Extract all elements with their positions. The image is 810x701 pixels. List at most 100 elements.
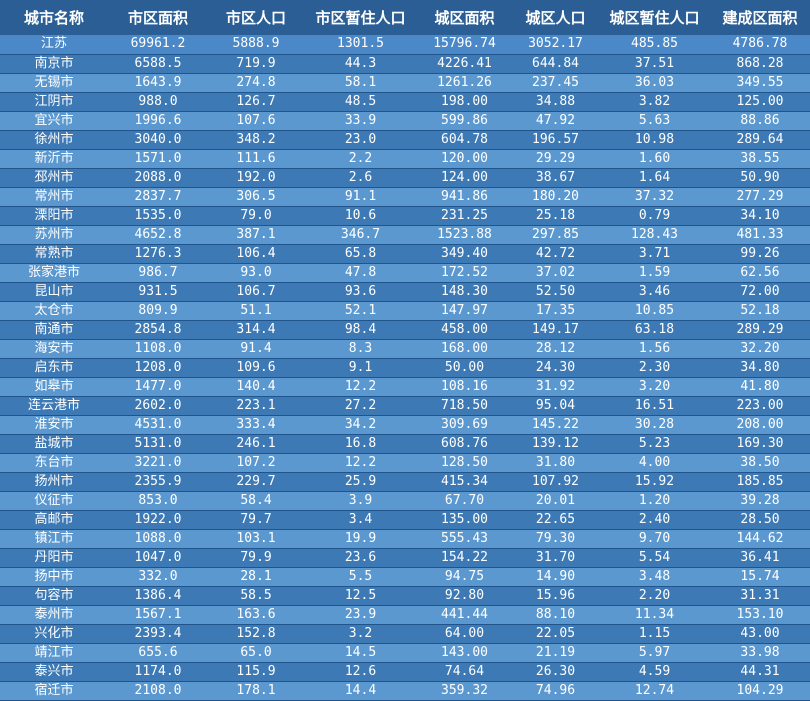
cell-urban-temp-population: 37.51: [599, 54, 710, 74]
cell-city-temp-population: 9.1: [304, 358, 417, 378]
cell-city-name: 盐城市: [0, 434, 108, 454]
cell-city-area: 988.0: [108, 92, 208, 112]
cell-built-up-area: 153.10: [710, 605, 810, 625]
cell-urban-population: 37.02: [512, 263, 599, 283]
header-city-temp-population: 市区暂住人口: [304, 0, 417, 35]
cell-urban-population: 24.30: [512, 358, 599, 378]
table-row: 常州市 2837.7 306.5 91.1 941.86 180.20 37.32 277.2…: [0, 187, 810, 207]
cell-city-name: 江苏: [0, 35, 108, 55]
cell-urban-population: 29.29: [512, 149, 599, 169]
cell-urban-area: 168.00: [417, 339, 512, 359]
cell-urban-temp-population: 9.70: [599, 529, 710, 549]
cell-urban-area: 120.00: [417, 149, 512, 169]
cell-urban-area: 148.30: [417, 282, 512, 302]
cell-city-temp-population: 14.5: [304, 643, 417, 663]
cell-city-area: 69961.2: [108, 35, 208, 55]
cell-urban-temp-population: 30.28: [599, 415, 710, 435]
table-row: 仪征市 853.0 58.4 3.9 67.70 20.01 1.20 39.28: [0, 491, 810, 511]
cell-urban-area: 135.00: [417, 510, 512, 530]
table-row: 宿迁市 2108.0 178.1 14.4 359.32 74.96 12.74 104.29: [0, 681, 810, 701]
cell-urban-area: 309.69: [417, 415, 512, 435]
cell-city-name: 扬中市: [0, 567, 108, 587]
cell-city-name: 南通市: [0, 320, 108, 340]
cell-city-population: 333.4: [208, 415, 304, 435]
cell-urban-temp-population: 2.40: [599, 510, 710, 530]
cell-built-up-area: 38.55: [710, 149, 810, 169]
header-city-area: 市区面积: [108, 0, 208, 35]
table-row: 连云港市 2602.0 223.1 27.2 718.50 95.04 16.51 223.0…: [0, 396, 810, 416]
cell-urban-population: 31.80: [512, 453, 599, 473]
cell-urban-area: 415.34: [417, 472, 512, 492]
cell-built-up-area: 277.29: [710, 187, 810, 207]
cell-city-area: 1643.9: [108, 73, 208, 93]
cell-urban-area: 608.76: [417, 434, 512, 454]
cell-urban-area: 718.50: [417, 396, 512, 416]
cell-city-area: 1477.0: [108, 377, 208, 397]
cell-city-population: 79.9: [208, 548, 304, 568]
cell-urban-area: 128.50: [417, 453, 512, 473]
cell-city-name: 徐州市: [0, 130, 108, 150]
cell-urban-area: 555.43: [417, 529, 512, 549]
cell-city-name: 常熟市: [0, 244, 108, 264]
table-header: 城市名称 市区面积 市区人口 市区暂住人口 城区面积 城区人口 城区暂住人口 建…: [0, 0, 810, 35]
cell-urban-population: 180.20: [512, 187, 599, 207]
cell-city-name: 张家港市: [0, 263, 108, 283]
cell-urban-temp-population: 10.98: [599, 130, 710, 150]
cell-city-name: 溧阳市: [0, 206, 108, 226]
header-urban-population: 城区人口: [512, 0, 599, 35]
cell-city-temp-population: 10.6: [304, 206, 417, 226]
cell-built-up-area: 144.62: [710, 529, 810, 549]
cell-city-area: 2393.4: [108, 624, 208, 644]
header-city-population: 市区人口: [208, 0, 304, 35]
cell-urban-temp-population: 12.74: [599, 681, 710, 701]
cell-city-name: 常州市: [0, 187, 108, 207]
cell-urban-temp-population: 15.92: [599, 472, 710, 492]
cell-city-name: 昆山市: [0, 282, 108, 302]
cell-built-up-area: 15.74: [710, 567, 810, 587]
cell-city-name: 淮安市: [0, 415, 108, 435]
cell-urban-population: 74.96: [512, 681, 599, 701]
cell-city-name: 高邮市: [0, 510, 108, 530]
cell-city-population: 115.9: [208, 662, 304, 682]
cell-urban-area: 198.00: [417, 92, 512, 112]
cell-city-area: 3221.0: [108, 453, 208, 473]
cell-built-up-area: 38.50: [710, 453, 810, 473]
cell-built-up-area: 52.18: [710, 301, 810, 321]
cell-city-name: 泰州市: [0, 605, 108, 625]
cell-built-up-area: 99.26: [710, 244, 810, 264]
table-row: 溧阳市 1535.0 79.0 10.6 231.25 25.18 0.79 34.10: [0, 206, 810, 226]
cell-city-population: 5888.9: [208, 35, 304, 55]
table-row: 宜兴市 1996.6 107.6 33.9 599.86 47.92 5.63 88.86: [0, 111, 810, 131]
table-row: 江阴市 988.0 126.7 48.5 198.00 34.88 3.82 125.00: [0, 92, 810, 112]
cell-city-temp-population: 12.5: [304, 586, 417, 606]
table-row: 扬州市 2355.9 229.7 25.9 415.34 107.92 15.92 185.8…: [0, 472, 810, 492]
cell-urban-population: 21.19: [512, 643, 599, 663]
cell-urban-temp-population: 4.00: [599, 453, 710, 473]
cell-urban-population: 47.92: [512, 111, 599, 131]
cell-urban-temp-population: 63.18: [599, 320, 710, 340]
header-urban-area: 城区面积: [417, 0, 512, 35]
cell-city-population: 109.6: [208, 358, 304, 378]
cell-city-area: 1922.0: [108, 510, 208, 530]
cell-city-name: 东台市: [0, 453, 108, 473]
table-row: 邳州市 2088.0 192.0 2.6 124.00 38.67 1.64 50.90: [0, 168, 810, 188]
cell-city-population: 140.4: [208, 377, 304, 397]
cell-city-temp-population: 48.5: [304, 92, 417, 112]
cell-city-population: 306.5: [208, 187, 304, 207]
cell-city-temp-population: 65.8: [304, 244, 417, 264]
cell-urban-area: 64.00: [417, 624, 512, 644]
cell-built-up-area: 289.64: [710, 130, 810, 150]
table-row: 太仓市 809.9 51.1 52.1 147.97 17.35 10.85 52.18: [0, 301, 810, 321]
cell-city-temp-population: 27.2: [304, 396, 417, 416]
cell-city-name: 新沂市: [0, 149, 108, 169]
cell-urban-area: 92.80: [417, 586, 512, 606]
cell-urban-population: 34.88: [512, 92, 599, 112]
cell-urban-temp-population: 4.59: [599, 662, 710, 682]
cell-urban-area: 124.00: [417, 168, 512, 188]
cell-city-population: 79.7: [208, 510, 304, 530]
cell-city-temp-population: 12.6: [304, 662, 417, 682]
cell-city-area: 2108.0: [108, 681, 208, 701]
table-row: 南京市 6588.5 719.9 44.3 4226.41 644.84 37.51 868.…: [0, 54, 810, 74]
table-row: 丹阳市 1047.0 79.9 23.6 154.22 31.70 5.54 36.41: [0, 548, 810, 568]
table-row: 淮安市 4531.0 333.4 34.2 309.69 145.22 30.28 208.0…: [0, 415, 810, 435]
